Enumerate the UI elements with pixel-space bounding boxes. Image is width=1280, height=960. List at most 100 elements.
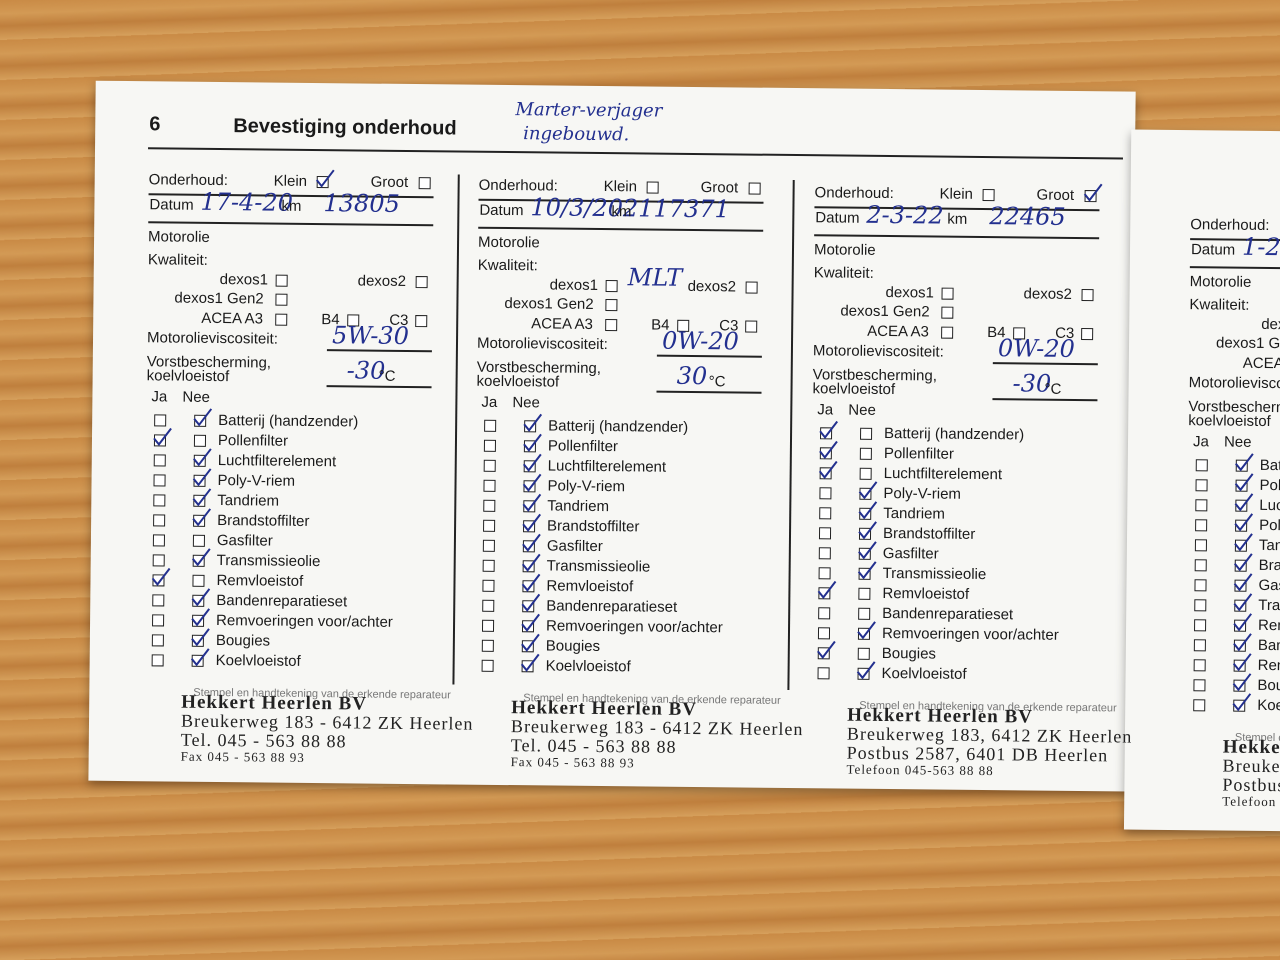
- item-label: Batterij (handzender): [1259, 456, 1280, 475]
- checkbox: [481, 639, 494, 652]
- checkbox: [745, 281, 758, 294]
- checkbox: [646, 181, 659, 194]
- checkbox: [153, 494, 166, 507]
- label: ACEA A3: [201, 309, 264, 328]
- checkbox: [859, 467, 872, 480]
- check-mark: [191, 588, 211, 607]
- checkbox: [941, 326, 954, 339]
- label: Motorolie: [1189, 273, 1252, 291]
- checkbox: [1081, 289, 1094, 302]
- checkbox: [192, 574, 205, 587]
- label: °C: [378, 367, 396, 385]
- item-label: Transmissieolie: [546, 557, 651, 576]
- check-mark: [858, 541, 877, 560]
- checkbox: [818, 527, 832, 540]
- item-label: Bougies: [881, 644, 937, 663]
- checkbox: [1193, 679, 1206, 692]
- label: km: [611, 203, 632, 221]
- label: ACEA A3: [531, 315, 594, 333]
- checkbox: [152, 554, 165, 567]
- check-mark: [1232, 653, 1252, 672]
- checkbox: [275, 274, 288, 287]
- label: Groot: [1036, 186, 1075, 204]
- checkbox: [1194, 579, 1207, 592]
- checkbox: [605, 319, 618, 332]
- checkbox: [819, 487, 832, 500]
- check-mark: [857, 621, 876, 640]
- handwritten-note: ingebouwd.: [523, 123, 630, 146]
- label: Onderhoud:: [148, 171, 229, 190]
- check-mark: [521, 553, 541, 572]
- check-mark: [193, 448, 212, 467]
- checkbox: [605, 280, 618, 293]
- item-label: Bougies: [1257, 676, 1280, 695]
- item-label: Pollenfilter: [217, 432, 289, 450]
- checkbox: [1194, 539, 1207, 552]
- check-mark: [192, 488, 212, 507]
- item-label: Gasfilter: [546, 537, 603, 556]
- item-label: Poly-V-riem: [883, 484, 962, 503]
- label: Nee: [512, 394, 541, 412]
- checkbox: [982, 188, 995, 202]
- stamp-line: Fax 045 - 563 88 93: [510, 754, 635, 771]
- label: Motorolie: [477, 233, 540, 252]
- check-mark: [857, 561, 877, 580]
- item-label: Koelvloeistof: [881, 664, 967, 683]
- label: dexos1 Gen2: [504, 294, 594, 313]
- item-label: Remvloeistof: [1258, 616, 1280, 635]
- label: °C: [1044, 380, 1062, 398]
- label: koelvloeistof: [146, 367, 230, 386]
- checkbox: [484, 419, 497, 432]
- check-mark: [1234, 533, 1253, 552]
- checkbox: [482, 539, 495, 552]
- checkbox: [818, 567, 831, 580]
- label: Nee: [848, 401, 876, 419]
- label: Datum: [479, 201, 524, 220]
- handwritten-km: 22465: [989, 202, 1066, 231]
- checkbox: [1195, 519, 1208, 532]
- checkbox: [1193, 699, 1206, 712]
- checkbox: [941, 306, 954, 319]
- check-mark: [191, 608, 211, 627]
- checkbox: [859, 447, 872, 460]
- label: Klein: [603, 178, 638, 196]
- checkbox: [483, 459, 496, 472]
- handwritten-date: 17-4-20: [200, 187, 294, 217]
- item-label: Bandenreparatieset: [546, 597, 678, 616]
- label: koelvloeistof: [1188, 412, 1271, 431]
- item-label: Poly-V-riem: [547, 477, 626, 496]
- checkbox: [817, 627, 831, 640]
- label: dexos2: [357, 272, 407, 290]
- label: Ja: [151, 388, 168, 406]
- checkbox: [1193, 659, 1206, 672]
- check-mark: [193, 408, 213, 427]
- item-label: Tandriem: [1258, 536, 1280, 555]
- checkbox: [415, 276, 428, 289]
- check-mark: [858, 501, 878, 520]
- check-mark: [521, 613, 540, 632]
- checkbox: [153, 514, 166, 527]
- check-mark: [1233, 553, 1253, 572]
- handwritten-date: 10/3/2021: [530, 193, 654, 223]
- checkbox: [860, 427, 873, 440]
- checkbox: [1195, 459, 1208, 472]
- label: Ja: [481, 393, 498, 411]
- check-mark: [858, 481, 878, 500]
- checkbox: [415, 315, 428, 328]
- item-label: Pollenfilter: [547, 437, 619, 456]
- label: Motorolieviscositeit:: [146, 329, 279, 348]
- label: Ja: [817, 401, 834, 419]
- handwritten-viscosity: 5W-30: [331, 321, 410, 350]
- label: Ja: [1192, 433, 1209, 451]
- page-number: 6: [149, 113, 161, 136]
- label: dexos1 Gen2: [1215, 334, 1280, 353]
- item-label: Tandriem: [547, 497, 610, 516]
- item-label: Bougies: [215, 631, 271, 650]
- checkbox: [819, 507, 832, 520]
- check-mark: [818, 460, 838, 479]
- check-mark: [856, 661, 876, 680]
- checkbox: [193, 434, 207, 447]
- label: dexos2: [687, 277, 737, 296]
